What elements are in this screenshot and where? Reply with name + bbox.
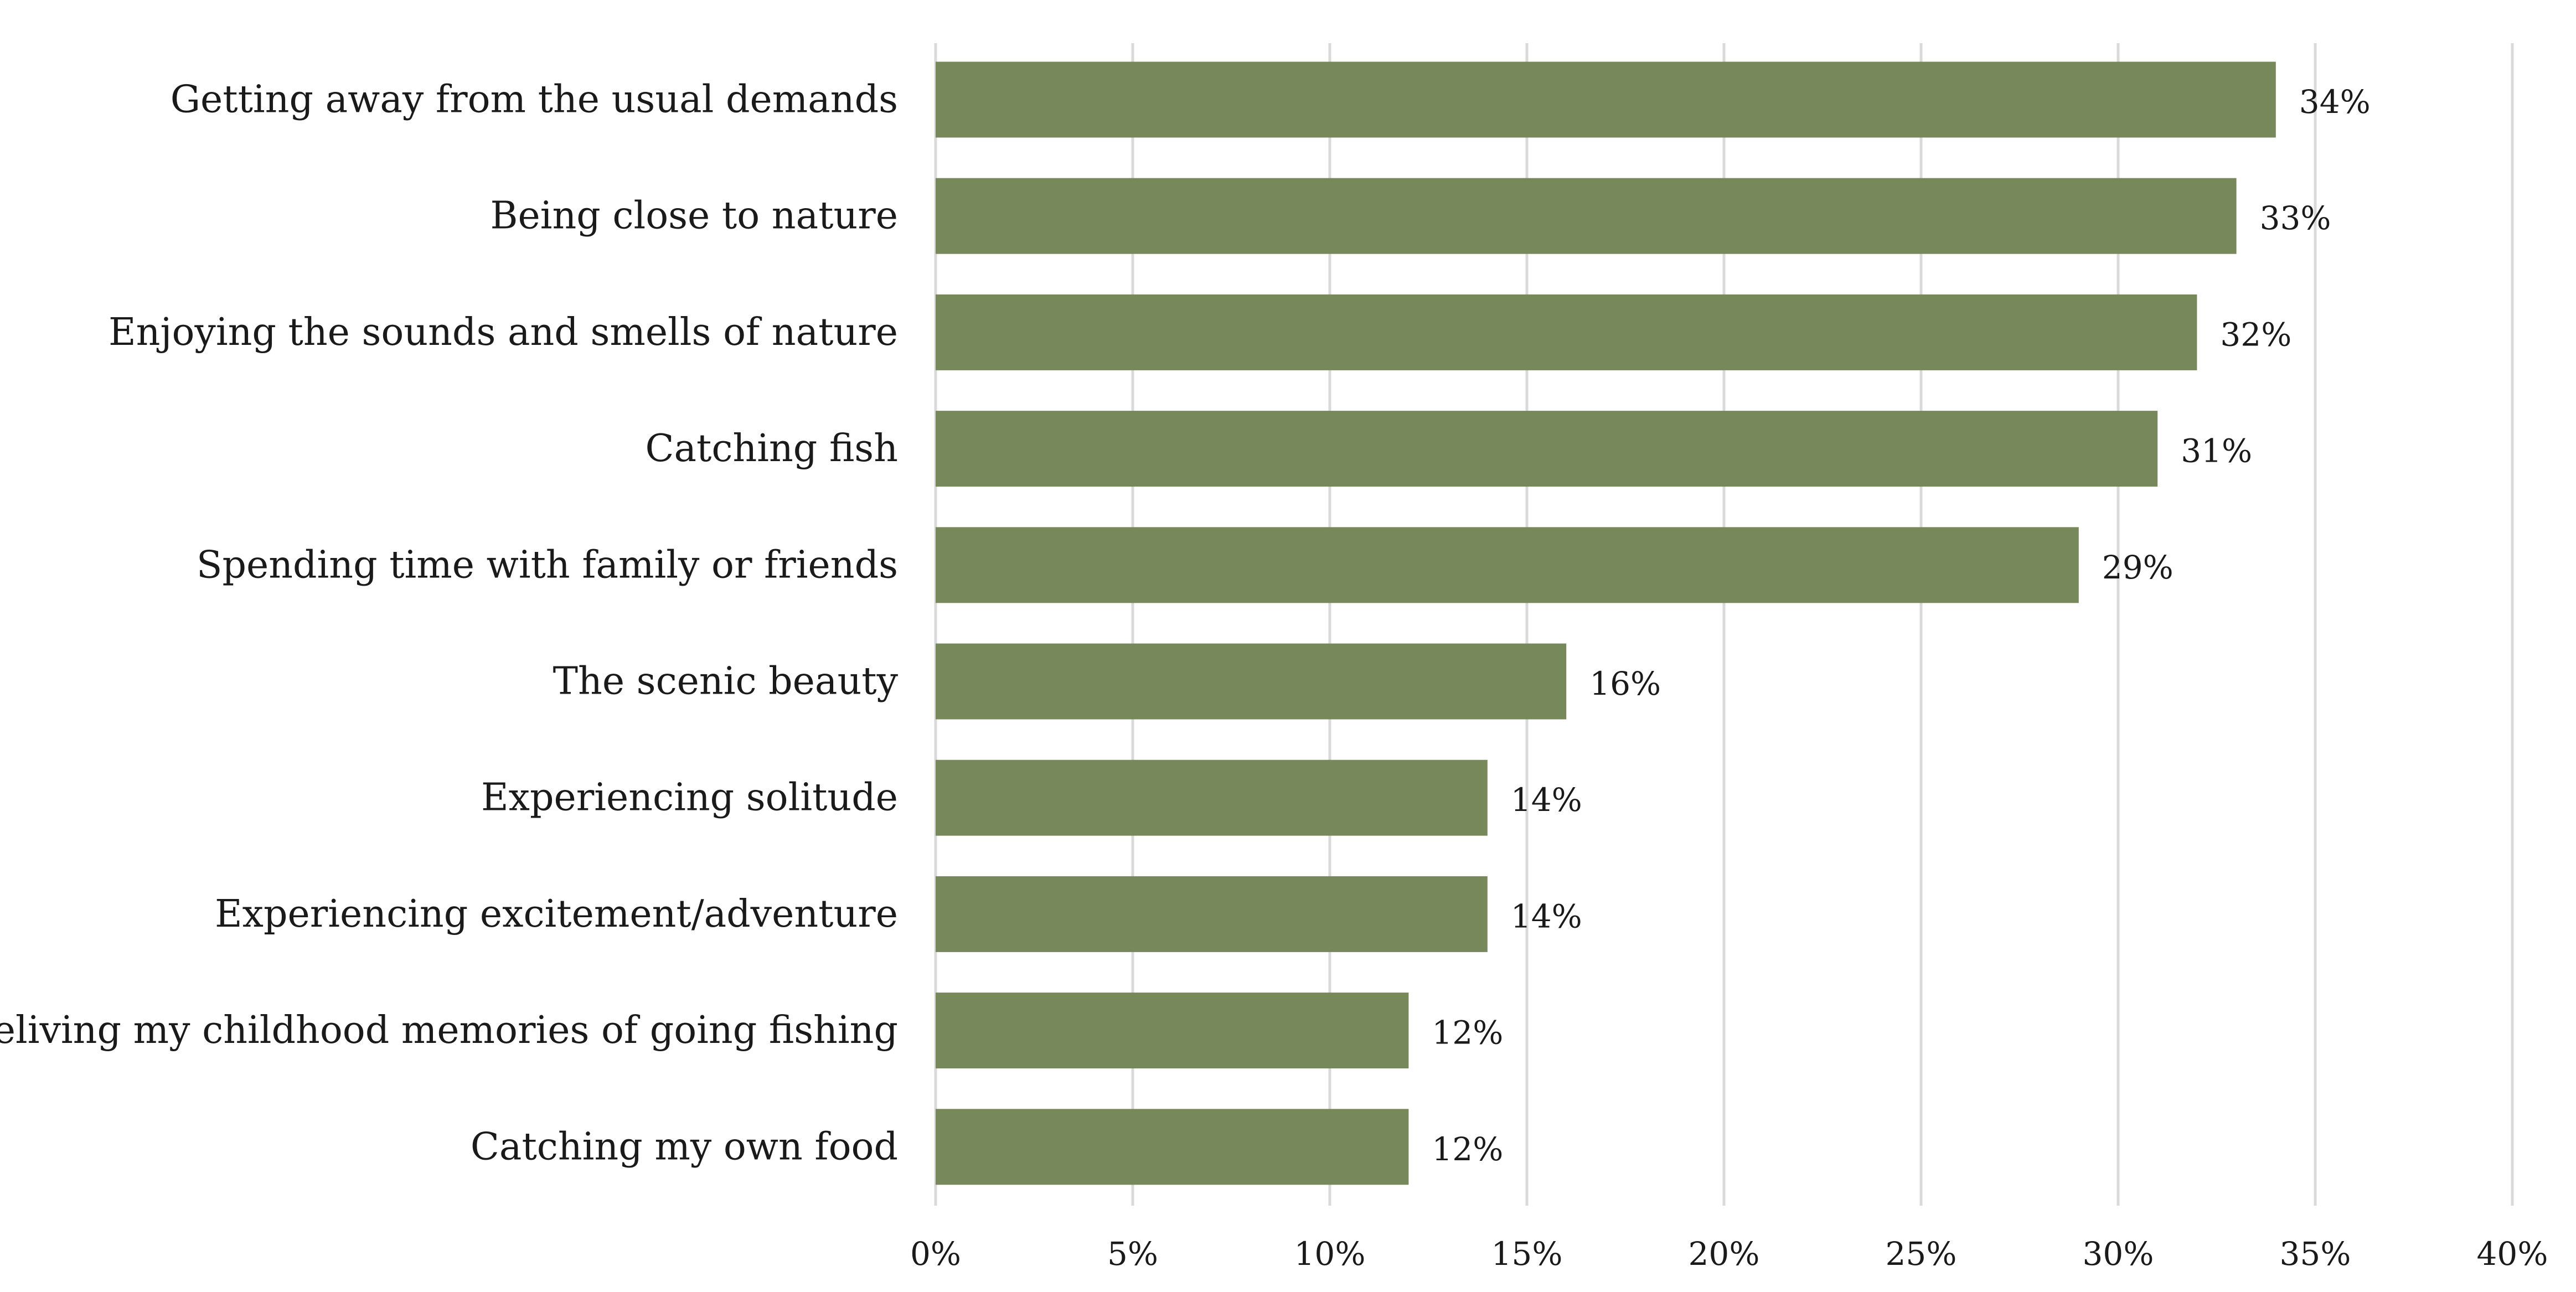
category-label: Experiencing excitement/adventure [215, 892, 898, 936]
bar [936, 527, 2079, 603]
category-label: Getting away from the usual demands [171, 78, 898, 122]
category-label: Enjoying the sounds and smells of nature [109, 311, 898, 354]
value-label: 12% [1432, 1014, 1503, 1052]
value-label: 14% [1511, 781, 1582, 819]
bar [936, 643, 1567, 720]
value-label: 32% [2220, 316, 2291, 353]
bar [936, 61, 2276, 138]
category-label: Spending time with family or friends [197, 543, 898, 587]
category-label: The scenic beauty [553, 660, 899, 704]
category-label: Experiencing solitude [481, 776, 898, 820]
value-label: 33% [2260, 199, 2331, 237]
x-tick-label: 10% [1294, 1235, 1366, 1273]
x-tick-label: 25% [1886, 1235, 1957, 1273]
bar [936, 759, 1488, 836]
x-tick-label: 30% [2083, 1235, 2154, 1273]
bar [936, 993, 1409, 1069]
category-label: Catching fish [645, 427, 898, 471]
x-tick-label: 35% [2280, 1235, 2351, 1273]
bars [936, 61, 2276, 1185]
value-label: 14% [1511, 897, 1582, 935]
category-label: Catching my own food [471, 1125, 898, 1169]
x-tick-label: 5% [1107, 1235, 1158, 1273]
bar [936, 876, 1488, 952]
value-label: 16% [1589, 665, 1661, 702]
value-labels: 34% 33% 32% 31% 29% 16% 14% 14% 12% 12% [1432, 83, 2370, 1168]
bar [936, 294, 2197, 370]
x-tick-label: 20% [1689, 1235, 1760, 1273]
bar [936, 411, 2158, 487]
value-label: 12% [1432, 1130, 1503, 1168]
category-label: Reliving my childhood memories of going … [0, 1009, 898, 1052]
category-labels: Getting away from the usual demands Being… [0, 78, 899, 1169]
x-tick-label: 40% [2477, 1235, 2548, 1273]
value-label: 29% [2102, 549, 2174, 586]
value-label: 34% [2299, 83, 2371, 121]
x-axis-ticks: 0% 5% 10% 15% 20% 25% 30% 35% 40% [910, 1235, 2548, 1273]
category-label: Being close to nature [490, 194, 898, 238]
bar [936, 1109, 1409, 1185]
bar [936, 178, 2237, 254]
x-tick-label: 15% [1491, 1235, 1563, 1273]
x-tick-label: 0% [910, 1235, 961, 1273]
value-label: 31% [2181, 432, 2252, 470]
